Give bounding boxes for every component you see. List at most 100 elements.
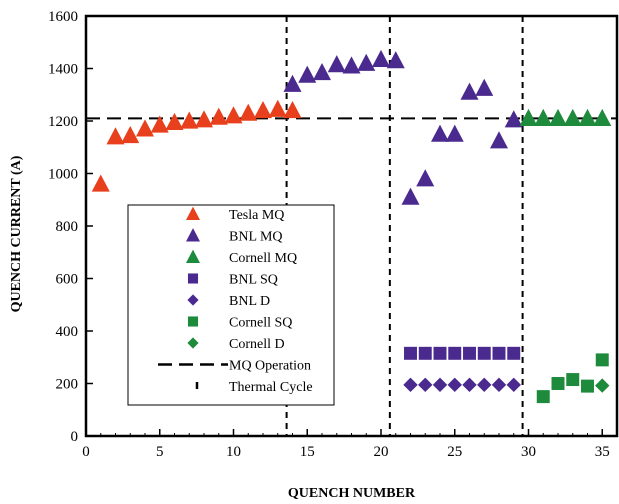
data-point [403, 377, 418, 393]
series-cornell-sq [536, 353, 609, 404]
x-tick-label: 25 [447, 444, 462, 460]
data-point [418, 346, 432, 360]
legend-item-bnl-d: BNL D [187, 294, 270, 309]
data-series [91, 49, 612, 404]
data-point [477, 377, 492, 393]
legend-item-cornell-d: Cornell D [187, 337, 285, 352]
legend-marker [187, 294, 199, 306]
data-point [283, 74, 302, 92]
legend-label: BNL SQ [229, 273, 278, 288]
data-point [490, 131, 508, 149]
data-point [91, 174, 110, 192]
data-point [195, 110, 213, 128]
y-tick-label: 1000 [48, 167, 78, 183]
data-point [313, 62, 331, 81]
legend-marker [187, 337, 199, 349]
data-point [462, 377, 477, 393]
legend-marker [186, 206, 200, 220]
legend: Tesla MQ BNL MQ Cornell MQ BNL SQ BNL D Corne… [127, 204, 335, 406]
y-tick-label: 1200 [48, 114, 78, 130]
data-point [150, 115, 169, 133]
data-point [536, 390, 550, 404]
data-point [121, 125, 140, 144]
data-point [342, 56, 361, 74]
y-tick-label: 1400 [48, 62, 78, 78]
x-tick-label: 10 [226, 444, 241, 460]
legend-item-bnl-sq: BNL SQ [187, 273, 278, 288]
legend-item-tesla-mq: Tesla MQ [186, 206, 284, 223]
data-point [401, 187, 420, 205]
y-tick-label: 400 [56, 324, 79, 340]
data-point [551, 377, 565, 390]
legend-marker [187, 316, 199, 327]
series-bnl-sq [404, 346, 521, 360]
y-axis-label: QUENCH CURRENT (A) [9, 155, 24, 312]
data-point [106, 127, 125, 145]
data-point [224, 106, 243, 124]
x-tick-label: 15 [300, 444, 315, 460]
series-cornell-mq [519, 108, 612, 127]
data-point [507, 346, 521, 360]
data-point [283, 101, 302, 119]
data-point [254, 101, 272, 119]
data-point [491, 377, 507, 393]
legend-item-mq-operation: MQ Operation [158, 359, 311, 374]
y-tick-label: 600 [56, 272, 79, 288]
legend-marker [187, 273, 199, 284]
data-point [477, 346, 491, 360]
data-point [460, 82, 479, 100]
data-point [209, 107, 228, 125]
x-tick-label: 0 [82, 444, 90, 460]
series-cornell-d [595, 378, 610, 393]
data-point [298, 65, 317, 83]
legend-marker [186, 249, 200, 263]
x-axis-label: QUENCH NUMBER [288, 486, 416, 501]
legend-box [127, 204, 335, 406]
data-point [447, 377, 462, 393]
data-point [578, 108, 597, 127]
data-point [519, 108, 538, 127]
y-tick-label: 200 [56, 377, 79, 393]
data-point [386, 51, 405, 69]
x-tick-label: 30 [521, 444, 536, 460]
y-tick-label: 800 [56, 219, 79, 235]
data-point [448, 346, 462, 360]
x-tick-label: 35 [595, 444, 610, 460]
series-tesla-mq [91, 99, 302, 192]
data-point [404, 346, 417, 360]
legend-marker [186, 228, 200, 242]
data-point [581, 379, 594, 393]
legend-label: Cornell MQ [229, 251, 297, 266]
series-bnl-d [403, 377, 521, 393]
legend-item-cornell-sq: Cornell SQ [187, 316, 292, 331]
data-point [595, 353, 609, 367]
legend-item-thermal-cycle: Thermal Cycle [195, 380, 313, 395]
legend-label: Cornell SQ [229, 316, 292, 331]
data-point [566, 373, 580, 387]
data-point [504, 110, 523, 128]
data-point [268, 99, 287, 117]
legend-label: Thermal Cycle [229, 380, 313, 395]
data-point [136, 119, 154, 137]
data-point [445, 124, 464, 142]
data-point [431, 124, 449, 142]
data-point [463, 346, 476, 360]
data-point [239, 103, 258, 121]
axis-ticks: 0 5 10 15 20 25 30 35 0 200 400 600 800 1000 1200 1400 1… [48, 9, 610, 460]
data-point [492, 346, 506, 360]
data-point [433, 346, 447, 360]
series-bnl-mq [283, 49, 523, 205]
data-point [549, 108, 567, 127]
data-point [506, 377, 521, 393]
x-tick-label: 20 [374, 444, 389, 460]
data-point [327, 55, 346, 73]
legend-label: Cornell D [229, 337, 285, 352]
legend-item-cornell-mq: Cornell MQ [186, 249, 297, 266]
data-point [563, 108, 582, 127]
data-point [180, 111, 199, 129]
data-point [418, 377, 433, 393]
data-point [593, 108, 612, 127]
legend-label: BNL D [229, 294, 270, 309]
data-point [372, 49, 390, 67]
y-tick-label: 0 [71, 429, 79, 445]
